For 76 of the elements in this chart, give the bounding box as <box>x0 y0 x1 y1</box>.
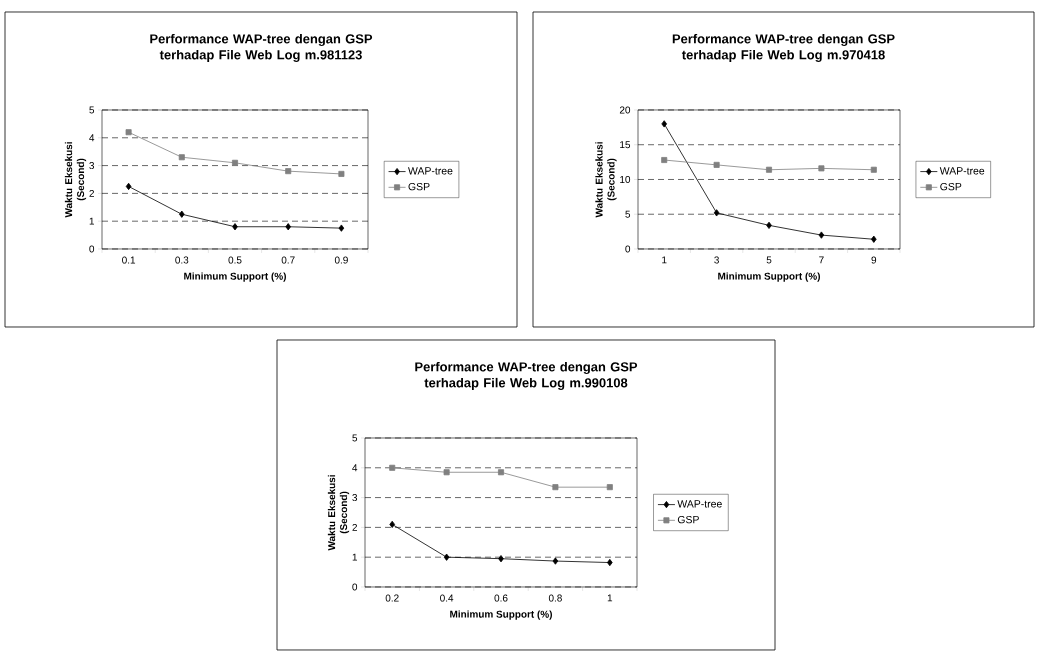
point <box>178 154 185 161</box>
x-axis-title: Minimum Support (%) <box>450 610 552 620</box>
y-tick-label: 1 <box>89 217 95 225</box>
point <box>606 484 613 491</box>
x-tick-label: 1 <box>662 256 667 264</box>
x-tick-label: 0.1 <box>122 256 136 264</box>
x-tick-label: 0.5 <box>228 256 242 264</box>
point <box>498 469 505 476</box>
y-axis-title: Waktu Eksekusi (Second) <box>327 475 350 551</box>
y-tick-label: 5 <box>89 106 95 114</box>
x-tick-label: 0.7 <box>281 256 295 264</box>
point <box>766 166 773 173</box>
x-tick-label: 0.8 <box>548 594 562 602</box>
point <box>125 129 132 136</box>
point <box>498 555 504 563</box>
y-tick-label: 20 <box>619 106 631 114</box>
legend-label: GSP <box>408 182 430 191</box>
x-tick-label: 0.9 <box>334 256 348 264</box>
y-tick-label: 15 <box>620 141 631 149</box>
point <box>285 168 292 175</box>
legend-label: WAP-tree <box>939 167 985 175</box>
y-axis-title: Waktu Eksekusi (Second) <box>64 142 87 218</box>
y-tick-label: 5 <box>625 210 631 218</box>
point <box>125 182 132 191</box>
point <box>661 120 668 128</box>
legend-label: GSP <box>940 182 962 191</box>
point <box>389 520 396 529</box>
y-tick-label: 0 <box>352 583 358 591</box>
y-tick-label: 3 <box>352 494 358 502</box>
point <box>870 166 877 173</box>
point <box>232 159 239 166</box>
y-tick-label: 0 <box>625 245 631 253</box>
point <box>766 221 772 229</box>
point <box>713 209 720 217</box>
chart-title: Performance WAP-tree dengan GSP terhadap File Web Log m.981123 <box>150 33 373 63</box>
y-tick-label: 2 <box>89 189 94 197</box>
x-tick-label: 9 <box>871 256 877 264</box>
point <box>871 235 877 243</box>
y-tick-label: 0 <box>89 245 95 253</box>
point <box>661 157 668 164</box>
point <box>552 484 559 491</box>
point <box>552 557 559 565</box>
point <box>338 170 345 177</box>
point <box>285 223 291 231</box>
y-tick-label: 2 <box>352 523 357 531</box>
point <box>443 553 450 561</box>
chart-title: Performance WAP-tree dengan GSP terhadap File Web Log m.990108 <box>415 361 638 391</box>
x-tick-label: 7 <box>819 256 824 264</box>
point <box>443 469 450 476</box>
y-tick-label: 1 <box>352 553 358 561</box>
legend-label: WAP-tree <box>408 167 453 175</box>
y-tick-label: 10 <box>620 175 631 184</box>
y-tick-label: 5 <box>352 434 358 442</box>
y-axis-title: Waktu Eksekusi (Second) <box>595 142 617 218</box>
x-tick-label: 5 <box>766 256 772 264</box>
x-tick-label: 3 <box>714 256 719 264</box>
chart-title: Performance WAP-tree dengan GSP terhadap File Web Log m.970418 <box>672 33 895 63</box>
x-tick-label: 1 <box>607 594 613 602</box>
point <box>389 464 396 471</box>
point <box>818 165 825 172</box>
point <box>713 161 720 168</box>
point <box>338 224 345 232</box>
point <box>179 210 185 218</box>
point <box>818 231 825 239</box>
x-tick-label: 0.3 <box>175 256 189 264</box>
x-tick-label: 0.2 <box>385 594 399 602</box>
legend-label: WAP-tree <box>677 500 722 508</box>
x-axis-title: Minimum Support (%) <box>184 272 286 282</box>
y-tick-label: 4 <box>89 134 95 142</box>
y-tick-label: 4 <box>352 464 358 472</box>
y-tick-label: 3 <box>89 162 95 170</box>
legend-label: GSP <box>677 515 699 524</box>
x-tick-label: 0.4 <box>440 594 454 602</box>
x-axis-title: Minimum Support (%) <box>718 272 820 282</box>
point <box>232 223 238 231</box>
x-tick-label: 0.6 <box>494 594 508 602</box>
